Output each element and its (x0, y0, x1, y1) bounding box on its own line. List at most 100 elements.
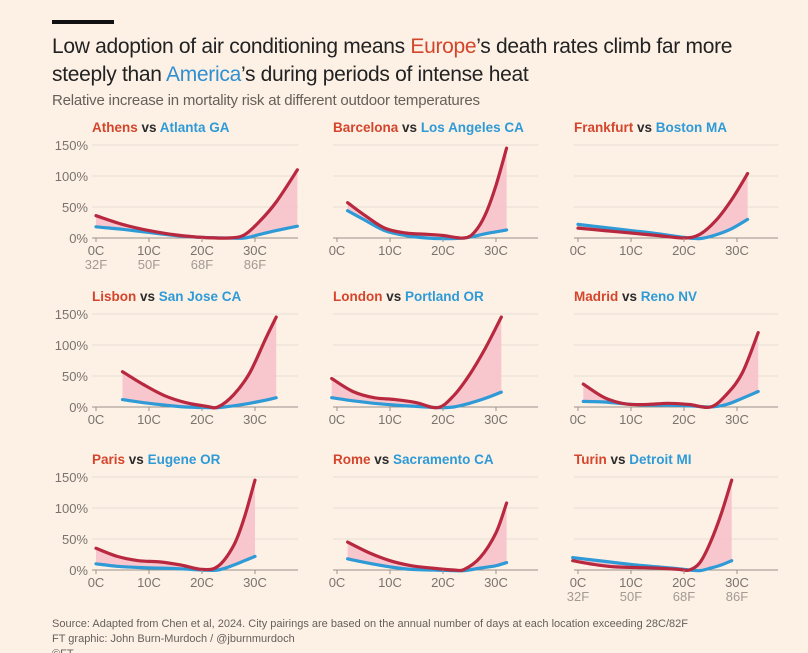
panel-title-us-city: Atlanta GA (160, 120, 230, 135)
panel-title: Barcelona vs Los Angeles CA (333, 120, 524, 135)
headline-part: Low adoption of air conditioning means (52, 35, 411, 58)
x-tick-label: 30C (484, 575, 508, 590)
panel-title-vs: vs (138, 120, 160, 135)
x-tick-label: 30C (243, 243, 267, 258)
x-tick-label: 30C (725, 575, 749, 590)
panel-title: Lisbon vs San Jose CA (92, 289, 242, 304)
panel-title-us-city: Detroit MI (629, 452, 691, 467)
panel-london-vs-portland-or: London vs Portland OR 0C 10C 20C 30C (329, 289, 538, 427)
panel-title-vs: vs (607, 452, 630, 467)
panel-title: Frankfurt vs Boston MA (574, 120, 727, 135)
headline-europe: Europe (410, 35, 477, 58)
headline-part: ’s death rates climb far more steeply th… (52, 35, 733, 86)
x-tick-label: 0C (329, 575, 346, 590)
y-tick-label: 100% (55, 338, 89, 353)
x-tick-label: 10C (619, 243, 643, 258)
europe-line (94, 168, 299, 240)
x-tick-label: 30C (243, 412, 267, 427)
panel-title-europe-city: Lisbon (92, 289, 136, 304)
panel-lisbon-vs-san-jose-ca: Lisbon vs San Jose CA 0% 50% 100% 150% 0C 10C 2… (55, 289, 298, 427)
headline-part: ’s during periods of intense heat (240, 63, 529, 86)
y-tick-label: 50% (62, 532, 88, 547)
x-tick-label: 20C (190, 243, 214, 258)
x-tick-label: 10C (137, 412, 161, 427)
x-tick-label: 0C (570, 412, 587, 427)
panel-title: Madrid vs Reno NV (574, 289, 697, 304)
panel-title-vs: vs (398, 120, 421, 135)
chart-headline: Low adoption of air conditioning means E… (52, 33, 772, 89)
x-tick-label: 10C (137, 575, 161, 590)
x-tick-label: 10C (378, 243, 402, 258)
x-tick-label: 0C (329, 412, 346, 427)
x-tick-label: 0C (329, 243, 346, 258)
graphic-credit: FT graphic: John Burn-Murdoch / @jburnmu… (52, 633, 295, 645)
panel-title-us-city: Eugene OR (148, 452, 221, 467)
europe-line (330, 315, 503, 410)
panel-title-vs: vs (371, 452, 394, 467)
panel-title-us-city: San Jose CA (159, 289, 242, 304)
europe-line (120, 315, 278, 410)
x-tick-label: 0C (88, 412, 105, 427)
source-note: Source: Adapted from Chen et al, 2024. C… (52, 618, 688, 630)
gap-fill-area (347, 148, 507, 239)
panel-title-vs: vs (382, 289, 405, 304)
panel-title-vs: vs (136, 289, 159, 304)
panel-title: London vs Portland OR (333, 289, 484, 304)
gap-fill-area (96, 169, 298, 239)
x-tick-label-fahrenheit: 50F (620, 589, 642, 604)
x-tick-label-fahrenheit: 50F (138, 257, 160, 272)
y-tick-label: 0% (69, 563, 88, 578)
y-tick-label: 100% (55, 501, 89, 516)
y-tick-label: 150% (55, 470, 89, 485)
panel-title-europe-city: London (333, 289, 382, 304)
x-tick-label: 20C (190, 575, 214, 590)
x-tick-label-fahrenheit: 32F (85, 257, 107, 272)
panel-title: Turin vs Detroit MI (574, 452, 692, 467)
x-tick-label: 0C (570, 575, 587, 590)
panel-title-us-city: Boston MA (656, 120, 727, 135)
gap-fill-area (122, 317, 277, 408)
panel-title-us-city: Sacramento CA (393, 452, 494, 467)
y-tick-label: 100% (55, 169, 89, 184)
europe-line (346, 146, 509, 240)
x-tick-label: 20C (431, 575, 455, 590)
y-tick-label: 0% (69, 400, 88, 415)
panel-title-europe-city: Madrid (574, 289, 618, 304)
x-tick-label: 10C (378, 575, 402, 590)
x-tick-label-fahrenheit: 86F (726, 589, 748, 604)
panel-rome-vs-sacramento-ca: Rome vs Sacramento CA 0C 10C 20C 30C (329, 452, 538, 590)
x-tick-label: 30C (725, 243, 749, 258)
europe-line (346, 501, 509, 573)
copyright: ©FT (52, 647, 688, 653)
panel-paris-vs-eugene-or: Paris vs Eugene OR 0% 50% 100% 150% 0C 10C 20C 3… (55, 452, 298, 590)
x-tick-label: 20C (672, 575, 696, 590)
panel-title-europe-city: Athens (92, 120, 138, 135)
x-tick-label: 10C (619, 575, 643, 590)
x-tick-label: 20C (431, 243, 455, 258)
x-tick-label-fahrenheit: 68F (673, 589, 695, 604)
ft-brand-bar (52, 20, 114, 24)
y-tick-label: 0% (69, 231, 88, 246)
x-tick-label: 30C (243, 575, 267, 590)
x-tick-label: 0C (570, 243, 587, 258)
x-tick-label: 30C (484, 243, 508, 258)
x-tick-label: 20C (672, 412, 696, 427)
x-tick-label: 30C (484, 412, 508, 427)
panel-title-europe-city: Paris (92, 452, 125, 467)
europe-line (571, 478, 734, 573)
panel-madrid-vs-reno-nv: Madrid vs Reno NV 0C 10C 20C 30C (570, 289, 778, 427)
chart-subtitle: Relative increase in mortality risk at d… (52, 92, 480, 109)
panel-title-europe-city: Rome (333, 452, 371, 467)
panel-title-europe-city: Barcelona (333, 120, 399, 135)
x-tick-label: 20C (431, 412, 455, 427)
gap-fill-area (347, 503, 507, 571)
panel-title-vs: vs (618, 289, 641, 304)
footer: Source: Adapted from Chen et al, 2024. C… (52, 617, 688, 653)
panel-title-europe-city: Turin (574, 452, 607, 467)
x-tick-label-fahrenheit: 68F (191, 257, 213, 272)
panel-barcelona-vs-los-angeles-ca: Barcelona vs Los Angeles CA 0C 10C 20C 30C (329, 120, 538, 258)
europe-line (94, 478, 257, 572)
x-tick-label: 10C (137, 243, 161, 258)
